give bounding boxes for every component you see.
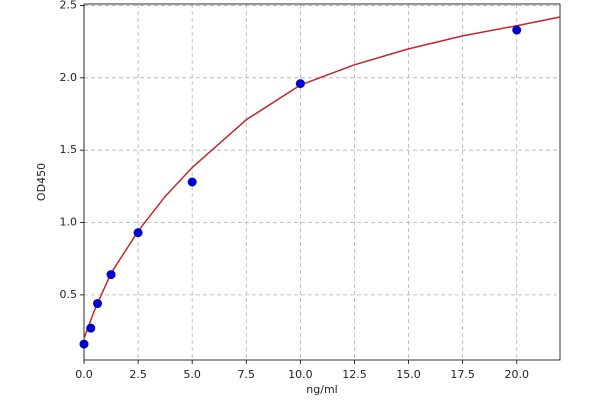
y-tick-label: 0.5 bbox=[60, 288, 78, 301]
data-point bbox=[106, 270, 116, 280]
y-axis-label: OD450 bbox=[35, 163, 48, 201]
data-point bbox=[93, 299, 103, 309]
y-tick-label: 1.0 bbox=[60, 216, 78, 229]
y-tick-label: 1.5 bbox=[60, 143, 78, 156]
data-point bbox=[512, 25, 522, 35]
x-tick-label: 17.5 bbox=[450, 368, 475, 381]
data-point bbox=[133, 228, 143, 238]
x-tick-label: 20.0 bbox=[504, 368, 529, 381]
data-point bbox=[86, 323, 96, 333]
x-axis-label: ng/ml bbox=[306, 383, 337, 396]
y-tick-label: 2.0 bbox=[60, 71, 78, 84]
x-tick-label: 2.5 bbox=[129, 368, 147, 381]
y-tick-label: 2.5 bbox=[60, 0, 78, 11]
x-tick-label: 0.0 bbox=[75, 368, 93, 381]
x-tick-label: 7.5 bbox=[238, 368, 256, 381]
x-tick-label: 5.0 bbox=[183, 368, 201, 381]
data-point bbox=[187, 177, 197, 187]
data-point bbox=[295, 79, 305, 89]
x-tick-label: 12.5 bbox=[342, 368, 367, 381]
plot-area bbox=[84, 4, 560, 360]
x-tick-label: 10.0 bbox=[288, 368, 313, 381]
x-tick-label: 15.0 bbox=[396, 368, 421, 381]
plot-frame bbox=[83, 3, 561, 361]
data-point bbox=[79, 339, 89, 349]
